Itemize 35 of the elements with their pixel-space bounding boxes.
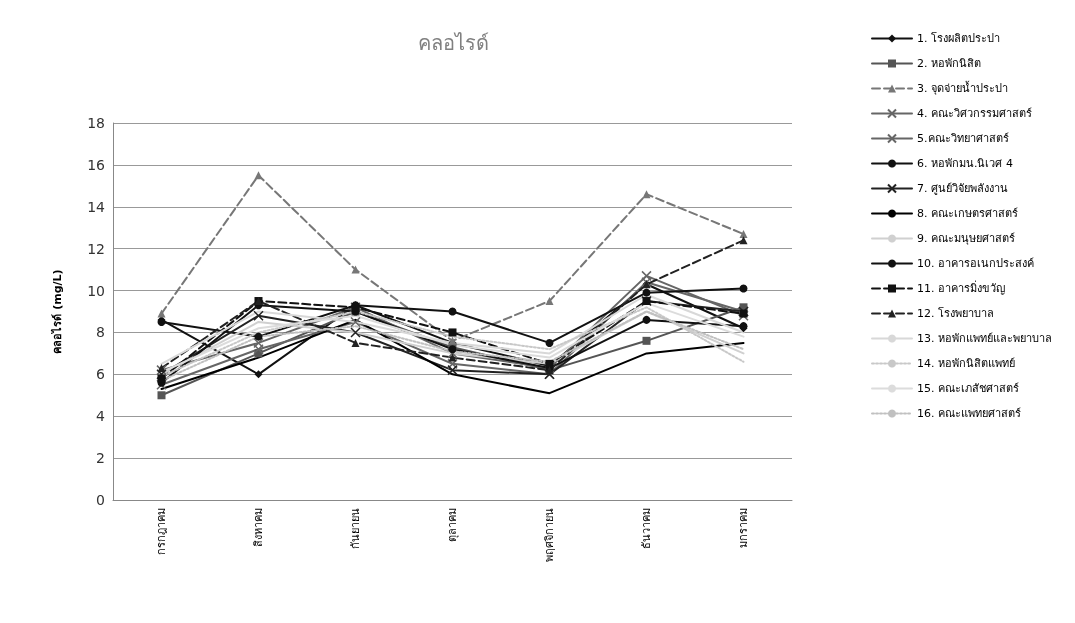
y-tick-label: 18: [87, 115, 105, 131]
y-tick-label: 14: [87, 198, 106, 215]
legend-label: 5.คณะวิทยาศาสตร์: [917, 132, 1009, 145]
legend-label: 11. อาคารมิ่งขวัญ: [917, 280, 1006, 295]
x-tick-label: ธันวาคม: [640, 508, 653, 549]
y-axis-title: คลอไรด์ (mg/L): [50, 269, 64, 354]
y-tick-label: 2: [96, 450, 105, 467]
legend-label: 16. คณะแพทยศาสตร์: [917, 407, 1022, 420]
y-tick-label: 6: [96, 366, 106, 383]
y-tick-label: 12: [87, 240, 105, 257]
legend-label: 3. จุดจ่ายน้ำประปา: [917, 80, 1009, 95]
x-tick-label: กรกฎาคม: [155, 508, 168, 555]
x-tick-label: พฤศจิกายน: [543, 508, 556, 562]
legend-label: 14. หอพักนิสิตแพทย์: [917, 357, 1016, 370]
y-tick-label: 0: [96, 492, 105, 508]
y-tick-label: 16: [87, 156, 106, 173]
legend-label: 8. คณะเกษตรศาสตร์: [917, 207, 1019, 220]
legend-label: 4. คณะวิศวกรรมศาสตร์: [917, 107, 1033, 120]
x-tick-label: กันยายน: [349, 508, 362, 549]
legend-label: 10. อาคารอเนกประสงค์: [917, 257, 1035, 270]
chart-title: คลอไรด์: [417, 31, 489, 55]
legend-label: 1. โรงผลิตประปา: [917, 31, 1001, 45]
legend-label: 7. ศูนย์วิจัยพลังงาน: [917, 182, 1009, 195]
x-tick-label: สิงหาคม: [252, 508, 265, 547]
y-tick-label: 4: [96, 408, 106, 425]
legend-label: 13. หอพักแพทย์และพยาบาล: [917, 332, 1053, 345]
legend-label: 2. หอพักนิสิต: [917, 57, 982, 70]
legend-label: 15. คณะเภสัชศาสตร์: [917, 382, 1020, 395]
x-tick-label: มกราคม: [737, 508, 750, 548]
y-tick-label: 10: [87, 282, 105, 299]
x-tick-label: ตุลาคม: [446, 508, 459, 542]
y-tick-label: 8: [96, 324, 105, 341]
legend-label: 9. คณะมนุษยศาสตร์: [917, 232, 1016, 245]
legend-label: 6. หอพักมน.นิเวศ 4: [917, 157, 1013, 170]
legend-label: 12. โรงพยาบาล: [917, 306, 995, 320]
